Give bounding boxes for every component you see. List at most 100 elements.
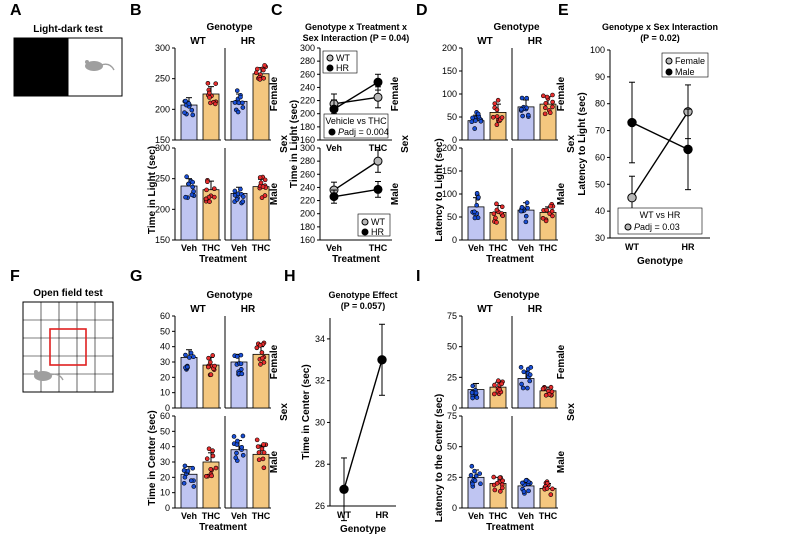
svg-text:Time in Center (sec): Time in Center (sec) <box>147 410 158 505</box>
svg-text:60: 60 <box>160 411 170 421</box>
svg-text:HR: HR <box>336 63 349 73</box>
svg-text:80: 80 <box>595 99 605 109</box>
svg-text:300: 300 <box>155 43 170 53</box>
svg-text:75: 75 <box>447 311 457 321</box>
svg-text:Female: Female <box>556 76 567 111</box>
svg-text:WT: WT <box>477 36 493 47</box>
svg-text:Genotype: Genotype <box>493 22 540 33</box>
svg-text:260: 260 <box>300 69 315 79</box>
svg-text:Treatment: Treatment <box>199 522 247 533</box>
svg-text:Veh: Veh <box>518 511 534 521</box>
svg-text:WT: WT <box>190 36 206 47</box>
panel-letter: C <box>271 2 283 20</box>
svg-text:Genotype: Genotype <box>340 524 387 535</box>
svg-text:30: 30 <box>160 357 170 367</box>
svg-text:150: 150 <box>155 235 170 245</box>
svg-text:30: 30 <box>595 233 605 243</box>
panel-a-diagram: Light-dark test <box>14 22 122 98</box>
panel-c-chart: Genotype x Treatment xSex Interaction (P… <box>288 20 408 268</box>
svg-text:200: 200 <box>155 104 170 114</box>
svg-text:Genotype: Genotype <box>637 256 684 267</box>
svg-text:Genotype: Genotype <box>206 290 253 301</box>
svg-text:240: 240 <box>300 82 315 92</box>
svg-text:Male: Male <box>269 450 280 473</box>
svg-text:0: 0 <box>165 503 170 513</box>
svg-text:70: 70 <box>595 126 605 136</box>
svg-text:HR: HR <box>528 304 543 315</box>
svg-text:THC: THC <box>539 511 558 521</box>
svg-text:Veh: Veh <box>181 511 197 521</box>
svg-text:WT: WT <box>336 53 350 63</box>
svg-text:40: 40 <box>595 206 605 216</box>
svg-text:Padj = 0.03: Padj = 0.03 <box>634 222 680 232</box>
svg-text:180: 180 <box>300 122 315 132</box>
svg-text:50: 50 <box>160 326 170 336</box>
svg-text:Vehicle vs THC: Vehicle vs THC <box>325 116 387 126</box>
svg-text:50: 50 <box>447 342 457 352</box>
svg-text:40: 40 <box>160 442 170 452</box>
panel-i-chart: GenotypeWTHRLatency to the Center (sec)S… <box>432 288 568 536</box>
svg-text:WT: WT <box>477 304 493 315</box>
svg-text:Latency to the Center (sec): Latency to the Center (sec) <box>434 394 445 522</box>
svg-text:Female: Female <box>556 344 567 379</box>
svg-text:Female: Female <box>269 76 280 111</box>
svg-text:Time in Center (sec): Time in Center (sec) <box>301 364 312 459</box>
svg-text:200: 200 <box>442 143 457 153</box>
svg-text:220: 220 <box>300 96 315 106</box>
svg-text:HR: HR <box>528 36 543 47</box>
panel-h-chart: Genotype Effect(P = 0.057)Time in Center… <box>300 288 408 536</box>
svg-text:Genotype x Sex Interaction: Genotype x Sex Interaction <box>602 22 718 32</box>
svg-text:20: 20 <box>160 372 170 382</box>
svg-text:Veh: Veh <box>468 243 484 253</box>
svg-text:Treatment: Treatment <box>332 254 380 265</box>
panel-letter: D <box>416 2 428 20</box>
svg-text:280: 280 <box>300 56 315 66</box>
svg-text:60: 60 <box>160 311 170 321</box>
svg-text:Treatment: Treatment <box>486 254 534 265</box>
svg-text:Padj = 0.004: Padj = 0.004 <box>338 127 389 137</box>
svg-text:250: 250 <box>155 174 170 184</box>
svg-text:HR: HR <box>241 36 256 47</box>
svg-text:0: 0 <box>452 503 457 513</box>
svg-text:32: 32 <box>315 376 325 386</box>
svg-text:26: 26 <box>315 501 325 511</box>
panel-letter: B <box>130 2 142 20</box>
svg-text:WT: WT <box>371 217 385 227</box>
svg-text:Genotype: Genotype <box>493 290 540 301</box>
svg-text:THC: THC <box>489 243 508 253</box>
svg-text:Treatment: Treatment <box>199 254 247 265</box>
svg-text:Sex Interaction (P = 0.04): Sex Interaction (P = 0.04) <box>303 33 410 43</box>
svg-text:Veh: Veh <box>468 511 484 521</box>
svg-text:Female: Female <box>390 76 401 111</box>
svg-text:260: 260 <box>300 169 315 179</box>
panel-a-caption: Light-dark test <box>33 24 103 35</box>
svg-text:160: 160 <box>300 235 315 245</box>
svg-text:25: 25 <box>447 372 457 382</box>
svg-text:200: 200 <box>155 204 170 214</box>
svg-text:HR: HR <box>241 304 256 315</box>
svg-text:Male: Male <box>556 450 567 473</box>
svg-text:Female: Female <box>269 344 280 379</box>
svg-text:THC: THC <box>539 243 558 253</box>
svg-text:60: 60 <box>595 152 605 162</box>
svg-text:90: 90 <box>595 72 605 82</box>
svg-text:THC: THC <box>369 243 388 253</box>
panel-b-chart: GenotypeWTHRTime in Light (sec)SexFemale… <box>145 20 281 268</box>
svg-text:250: 250 <box>155 74 170 84</box>
svg-text:WT: WT <box>337 510 351 520</box>
svg-text:Veh: Veh <box>181 243 197 253</box>
svg-text:50: 50 <box>160 426 170 436</box>
svg-text:150: 150 <box>442 66 457 76</box>
svg-text:300: 300 <box>300 143 315 153</box>
svg-text:50: 50 <box>595 179 605 189</box>
svg-text:200: 200 <box>300 109 315 119</box>
svg-text:Sex: Sex <box>566 403 577 421</box>
svg-text:150: 150 <box>442 166 457 176</box>
svg-text:(P = 0.057): (P = 0.057) <box>341 301 386 311</box>
panel-g-chart: GenotypeWTHRTime in Center (sec)SexFemal… <box>145 288 281 536</box>
panel-f-caption: Open field test <box>33 288 103 299</box>
svg-text:HR: HR <box>376 510 389 520</box>
svg-text:200: 200 <box>300 209 315 219</box>
svg-text:40: 40 <box>160 342 170 352</box>
svg-text:Time in Light (sec): Time in Light (sec) <box>289 100 300 188</box>
